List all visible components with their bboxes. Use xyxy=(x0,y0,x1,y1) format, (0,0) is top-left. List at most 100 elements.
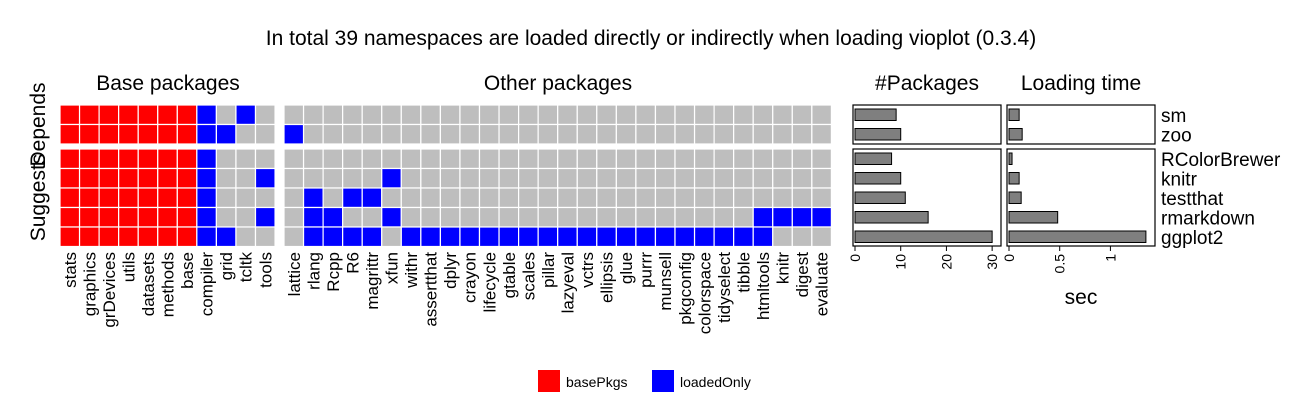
base-cell xyxy=(137,167,159,189)
base-cell xyxy=(176,123,198,145)
other-cell xyxy=(674,123,696,145)
other-cell xyxy=(381,206,402,228)
other-cell xyxy=(693,167,715,189)
other-cell xyxy=(596,187,617,209)
other-cell xyxy=(596,104,617,126)
base-cell xyxy=(196,187,218,209)
base-cell xyxy=(118,206,139,228)
other-cell xyxy=(537,123,559,145)
other-package-label: magrittr xyxy=(363,252,382,310)
row-label: zoo xyxy=(1161,125,1192,146)
other-cell xyxy=(302,187,324,209)
other-package-label: htmltools xyxy=(754,252,773,320)
other-cell xyxy=(693,104,715,126)
other-cell xyxy=(654,123,676,145)
other-cell xyxy=(400,187,422,209)
other-cell xyxy=(576,104,598,126)
other-cell xyxy=(420,167,442,189)
legend-label-basePkgs: basePkgs xyxy=(566,374,627,390)
other-cell xyxy=(635,206,657,228)
other-cell xyxy=(322,104,344,126)
other-cell xyxy=(478,187,500,209)
other-cell xyxy=(693,123,715,145)
other-cell xyxy=(420,206,442,228)
other-cell xyxy=(381,104,402,126)
other-cell xyxy=(596,123,617,145)
other-cell xyxy=(400,167,422,189)
time-panel-frame xyxy=(1006,104,1156,145)
other-cell xyxy=(752,167,774,189)
base-package-label: methods xyxy=(159,252,178,317)
other-cell xyxy=(322,187,344,209)
base-cell xyxy=(98,226,120,248)
other-package-label: lifecycle xyxy=(480,252,499,312)
base-cell xyxy=(137,226,159,248)
base-cell xyxy=(235,187,257,209)
other-cell xyxy=(342,104,363,126)
base-package-label: datasets xyxy=(139,252,158,316)
time-tick-label: 0.5 xyxy=(1052,254,1068,274)
other-cell xyxy=(557,206,578,228)
other-cell xyxy=(498,104,520,126)
base-cell xyxy=(137,123,159,145)
other-package-label: colorspace xyxy=(695,252,714,334)
other-cell xyxy=(478,167,500,189)
xlabel-sec: sec xyxy=(1065,286,1098,309)
base-cell xyxy=(78,187,100,209)
other-cell xyxy=(381,123,402,145)
other-cell xyxy=(733,167,754,189)
other-package-label: munsell xyxy=(656,252,675,311)
base-cell xyxy=(196,148,218,170)
base-cell xyxy=(78,206,100,228)
row-label: RColorBrewer xyxy=(1161,150,1281,171)
other-cell xyxy=(615,148,637,170)
other-cell xyxy=(342,167,363,189)
other-cell xyxy=(302,167,324,189)
other-cell xyxy=(439,148,461,170)
other-cell xyxy=(733,187,754,209)
chart-title: In total 39 namespaces are loaded direct… xyxy=(266,27,1036,50)
other-cell xyxy=(693,187,715,209)
npkg-bar xyxy=(854,230,993,243)
other-cell xyxy=(713,226,735,248)
npkg-bar xyxy=(854,211,929,224)
other-cell xyxy=(283,148,305,170)
other-cell xyxy=(459,226,481,248)
base-cell xyxy=(98,148,120,170)
other-package-label: Rcpp xyxy=(324,252,343,292)
other-cell xyxy=(615,226,637,248)
other-cell xyxy=(596,226,617,248)
other-cell xyxy=(772,104,793,126)
npkg-tick-label: 30 xyxy=(984,254,1000,270)
npkg-bar xyxy=(854,108,897,121)
other-cell xyxy=(635,123,657,145)
base-cell xyxy=(196,123,218,145)
panel-title-other: Other packages xyxy=(484,72,632,95)
heatmap-cells xyxy=(59,104,832,248)
base-cell xyxy=(235,226,257,248)
other-cell xyxy=(381,148,402,170)
other-cell xyxy=(674,206,696,228)
other-package-label: glue xyxy=(617,252,636,284)
other-cell xyxy=(517,123,539,145)
other-cell xyxy=(400,123,422,145)
other-cell xyxy=(400,206,422,228)
legend-label-loadedOnly: loadedOnly xyxy=(680,374,751,390)
base-cell xyxy=(137,187,159,209)
time-bar xyxy=(1008,152,1013,165)
other-cell xyxy=(791,206,813,228)
other-cell xyxy=(517,104,539,126)
base-cell xyxy=(235,148,257,170)
other-package-label: purrr xyxy=(637,252,656,288)
base-cell xyxy=(254,148,276,170)
other-cell xyxy=(811,206,832,228)
other-cell xyxy=(381,226,402,248)
other-cell xyxy=(537,148,559,170)
other-cell xyxy=(459,187,481,209)
other-cell xyxy=(557,104,578,126)
other-cell xyxy=(459,104,481,126)
time-bar xyxy=(1008,108,1020,121)
other-cell xyxy=(693,148,715,170)
other-cell xyxy=(654,104,676,126)
row-label: testthat xyxy=(1161,189,1224,210)
